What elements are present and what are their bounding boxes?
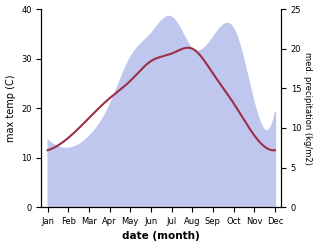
Y-axis label: max temp (C): max temp (C) [5, 74, 16, 142]
Y-axis label: med. precipitation (kg/m2): med. precipitation (kg/m2) [303, 52, 313, 165]
X-axis label: date (month): date (month) [122, 231, 200, 242]
